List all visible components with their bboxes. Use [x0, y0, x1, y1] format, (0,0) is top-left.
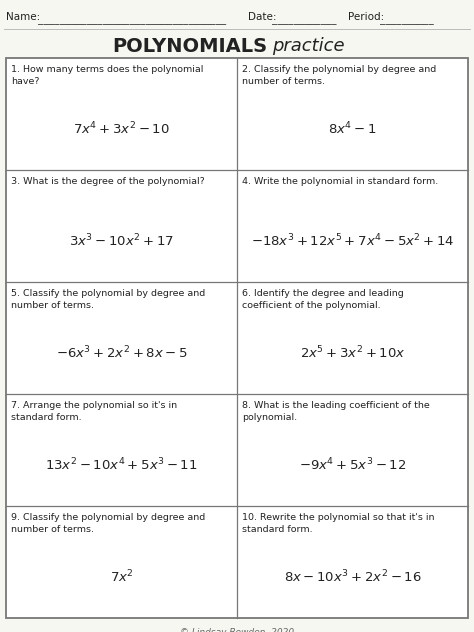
- Text: $-18x^3 + 12x^5 + 7x^4 - 5x^2 + 14$: $-18x^3 + 12x^5 + 7x^4 - 5x^2 + 14$: [251, 233, 454, 249]
- Text: Date:: Date:: [248, 12, 276, 22]
- Text: $8x - 10x^3 + 2x^2 - 16$: $8x - 10x^3 + 2x^2 - 16$: [284, 568, 421, 585]
- Text: 10. Rewrite the polynomial so that it's in
standard form.: 10. Rewrite the polynomial so that it's …: [242, 513, 435, 534]
- Text: practice: practice: [272, 37, 344, 55]
- Text: ___________________________________: ___________________________________: [38, 16, 226, 25]
- Bar: [6, 58, 468, 618]
- Text: $7x^4 + 3x^2 - 10$: $7x^4 + 3x^2 - 10$: [73, 120, 170, 137]
- Text: ____________: ____________: [272, 16, 337, 25]
- Text: POLYNOMIALS: POLYNOMIALS: [112, 37, 267, 56]
- Text: $7x^2$: $7x^2$: [109, 568, 133, 585]
- Text: Name:: Name:: [6, 12, 40, 22]
- Text: $-6x^3 + 2x^2 + 8x - 5$: $-6x^3 + 2x^2 + 8x - 5$: [55, 344, 187, 361]
- Text: Period:: Period:: [348, 12, 384, 22]
- Text: $2x^5 + 3x^2 + 10x$: $2x^5 + 3x^2 + 10x$: [300, 344, 405, 361]
- Text: 7. Arrange the polynomial so it's in
standard form.: 7. Arrange the polynomial so it's in sta…: [11, 401, 177, 422]
- Text: 6. Identify the degree and leading
coefficient of the polynomial.: 6. Identify the degree and leading coeff…: [242, 289, 404, 310]
- Text: 5. Classify the polynomial by degree and
number of terms.: 5. Classify the polynomial by degree and…: [11, 289, 205, 310]
- Text: 1. How many terms does the polynomial
have?: 1. How many terms does the polynomial ha…: [11, 65, 203, 86]
- Text: 3. What is the degree of the polynomial?: 3. What is the degree of the polynomial?: [11, 177, 205, 186]
- Text: 4. Write the polynomial in standard form.: 4. Write the polynomial in standard form…: [242, 177, 438, 186]
- Text: $8x^4 - 1$: $8x^4 - 1$: [328, 120, 377, 137]
- Text: $13x^2 - 10x^4 + 5x^3 - 11$: $13x^2 - 10x^4 + 5x^3 - 11$: [45, 456, 198, 473]
- Text: $3x^3 - 10x^2 + 17$: $3x^3 - 10x^2 + 17$: [69, 233, 174, 249]
- Text: $-9x^4 + 5x^3 - 12$: $-9x^4 + 5x^3 - 12$: [299, 456, 406, 473]
- Text: 9. Classify the polynomial by degree and
number of terms.: 9. Classify the polynomial by degree and…: [11, 513, 205, 534]
- Text: 8. What is the leading coefficient of the
polynomial.: 8. What is the leading coefficient of th…: [242, 401, 430, 422]
- Text: 2. Classify the polynomial by degree and
number of terms.: 2. Classify the polynomial by degree and…: [242, 65, 436, 86]
- Text: __________: __________: [380, 16, 434, 25]
- Bar: [6, 58, 468, 618]
- Text: © Lindsay Bowden, 2020: © Lindsay Bowden, 2020: [180, 628, 294, 632]
